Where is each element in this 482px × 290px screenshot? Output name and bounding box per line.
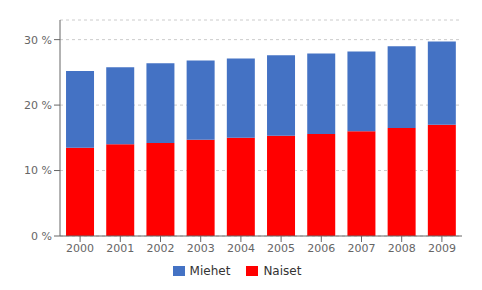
svg-text:2001: 2001 <box>106 242 134 255</box>
svg-text:2008: 2008 <box>388 242 416 255</box>
svg-text:30 %: 30 % <box>24 34 52 47</box>
svg-text:0 %: 0 % <box>31 230 52 243</box>
svg-text:2009: 2009 <box>428 242 456 255</box>
html-text:Naiset: Naiset <box>263 264 302 278</box>
svg-text:2007: 2007 <box>348 242 376 255</box>
svg-text:2002: 2002 <box>147 242 175 255</box>
svg-text:2004: 2004 <box>227 242 255 255</box>
html-text:Miehet: Miehet <box>189 264 231 278</box>
svg-text:2003: 2003 <box>187 242 215 255</box>
svg-text:2006: 2006 <box>307 242 335 255</box>
svg-text:2000: 2000 <box>66 242 94 255</box>
svg-text:2005: 2005 <box>267 242 295 255</box>
svg-text:20 %: 20 % <box>24 99 52 112</box>
svg-text:10 %: 10 % <box>24 164 52 177</box>
